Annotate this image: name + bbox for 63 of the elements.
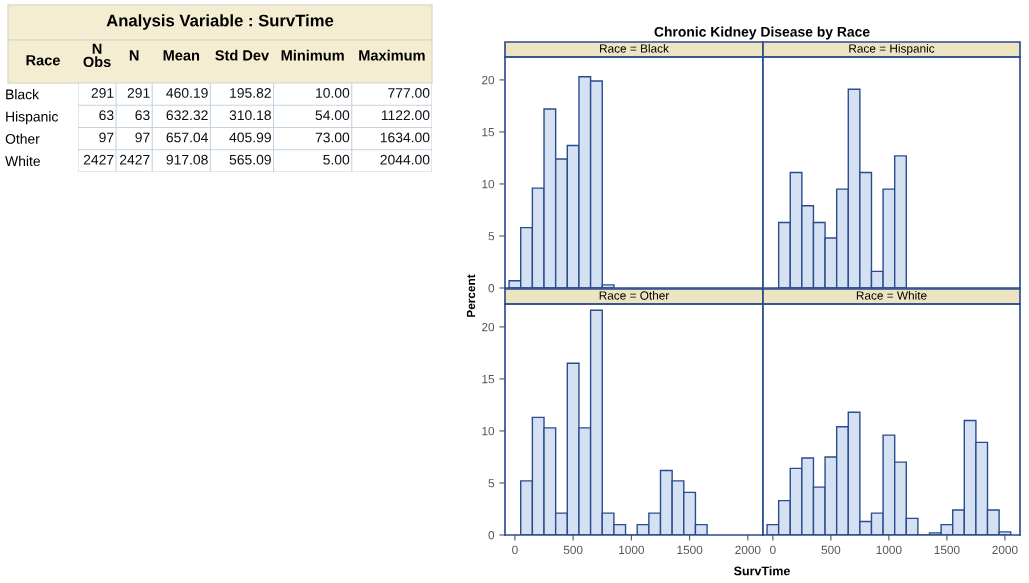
text: Chronic Kidney Disease by Race: [654, 26, 870, 40]
category-label: Mean: [163, 50, 200, 61]
text: 97: [99, 132, 114, 143]
text: 310.18: [229, 110, 271, 121]
category-label: N Obs: [83, 43, 111, 68]
y-tick-label: 15: [482, 375, 495, 384]
text: 565.09: [229, 154, 271, 165]
text: 63: [99, 110, 114, 121]
text: 460.19: [166, 88, 208, 98]
y-tick-label: 10: [482, 426, 495, 436]
text: Race: [26, 55, 60, 66]
text: 632.32: [166, 110, 208, 121]
x-tick-label: 500: [821, 545, 841, 555]
category-label: Maximum: [359, 49, 425, 61]
category-label: White: [5, 155, 40, 167]
text: 2427: [120, 154, 150, 165]
text: 777.00: [388, 88, 430, 98]
x-tick-label: 0: [512, 545, 518, 555]
x-tick-label: 2000: [992, 545, 1018, 555]
y-tick-label: 0: [488, 284, 495, 293]
y-tick-label: 15: [482, 128, 495, 137]
y-axis-title: Percent: [466, 274, 476, 317]
y-tick-label: 20: [482, 322, 495, 332]
text: 405.99: [229, 132, 271, 143]
x-tick-label: 1500: [677, 545, 703, 555]
text: 291: [91, 88, 114, 98]
text: 195.82: [230, 88, 271, 98]
y-tick-label: 0: [488, 531, 495, 540]
chart-title: Race = Black: [600, 44, 669, 53]
category-label: Std Dev: [215, 49, 270, 61]
text: 63: [135, 110, 150, 121]
category-label: Other: [5, 133, 40, 144]
x-tick-label: 2000: [735, 545, 761, 555]
x-tick-label: 1000: [619, 545, 645, 555]
text: 54.00: [315, 110, 350, 121]
text: 1634.00: [380, 132, 430, 143]
x-tick-label: 1500: [934, 545, 960, 555]
text: 97: [135, 132, 150, 143]
x-tick-label: 500: [563, 545, 583, 555]
y-tick-label: 20: [482, 75, 495, 85]
text: 657.04: [166, 132, 208, 143]
text: 10.00: [316, 88, 350, 98]
category-label: Hispanic: [6, 111, 58, 125]
text: 73.00: [315, 132, 350, 143]
x-tick-label: 0: [770, 545, 776, 555]
text: 2427: [83, 154, 114, 165]
y-tick-label: 5: [488, 232, 495, 241]
text: 1122.00: [381, 110, 430, 121]
text: 5.00: [323, 154, 350, 165]
chart-title: Race = Hispanic: [849, 44, 935, 55]
chart-title: Race = Other: [599, 291, 670, 300]
category-label: Black: [6, 89, 40, 100]
x-tick-label: 1000: [876, 545, 902, 555]
text: 2044.00: [380, 154, 430, 165]
category-label: Minimum: [281, 49, 344, 61]
text: Analysis Variable : SurvTime: [106, 14, 334, 30]
category-label: N: [129, 50, 139, 61]
chart-title: Race = White: [856, 291, 927, 300]
x-axis-title: SurvTime: [733, 566, 790, 576]
y-tick-label: 5: [488, 479, 495, 488]
text: 291: [127, 88, 150, 98]
y-tick-label: 10: [482, 179, 495, 189]
text: 917.08: [166, 154, 208, 165]
